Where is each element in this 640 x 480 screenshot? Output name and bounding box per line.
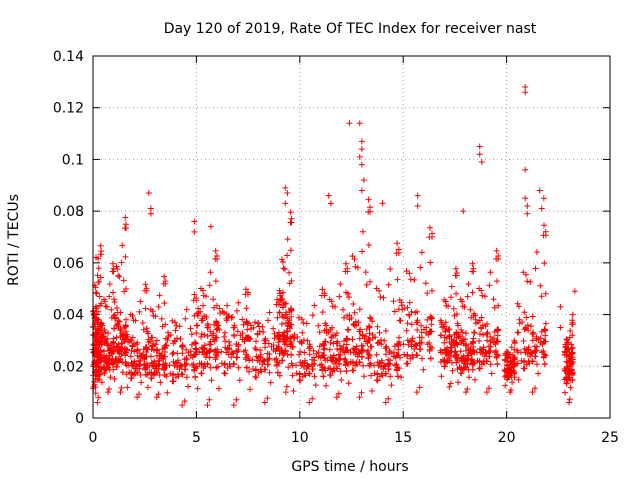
outlier-point [476, 151, 483, 158]
outlier-point [360, 177, 367, 184]
outlier-point [207, 223, 214, 230]
outlier-point [358, 138, 365, 145]
x-tick-label: 0 [89, 430, 98, 446]
x-tick-label: 10 [291, 430, 309, 446]
y-axis-label: ROTI / TECUs [6, 194, 22, 286]
y-tick-label: 0.12 [53, 101, 84, 117]
outlier-point [524, 202, 531, 209]
outlier-point [282, 184, 289, 191]
outlier-point [282, 200, 289, 207]
outlier-point [460, 208, 467, 215]
outlier-point [191, 228, 198, 235]
outlier-point [284, 190, 291, 197]
outlier-point [414, 192, 421, 199]
plot-frame [92, 55, 611, 419]
outlier-point [414, 202, 421, 209]
outlier-point [536, 187, 543, 194]
dense-point-cloud [90, 196, 576, 409]
outlier-point [358, 187, 365, 194]
outlier-point [557, 303, 564, 310]
x-axis-label: GPS time / hours [291, 459, 408, 475]
y-tick-label: 0.08 [53, 204, 84, 220]
x-tick-label: 20 [498, 430, 516, 446]
outlier-point [540, 195, 547, 202]
outlier-point [191, 218, 198, 225]
x-tick-label: 25 [601, 430, 619, 446]
x-tick-label: 15 [394, 430, 412, 446]
outlier-point [569, 311, 576, 318]
y-tick-label: 0.06 [53, 256, 84, 272]
outlier-point [379, 200, 386, 207]
y-tick-label: 0.1 [62, 152, 84, 168]
outlier-point [356, 153, 363, 160]
outlier-point [346, 120, 353, 127]
x-tick-label: 5 [192, 430, 201, 446]
outlier-point [358, 161, 365, 168]
outlier-point [522, 89, 529, 96]
outlier-point [522, 195, 529, 202]
outlier-point [571, 288, 578, 295]
outlier-point [358, 146, 365, 153]
outlier-point [147, 210, 154, 217]
outlier-point [522, 84, 529, 91]
outlier-point [327, 200, 334, 207]
outlier-point [476, 143, 483, 150]
y-tick-label: 0.04 [53, 308, 84, 324]
outlier-point [356, 120, 363, 127]
grid-lines [93, 56, 610, 418]
outlier-point [147, 205, 154, 212]
axis-ticks: 0 0.02 0.04 0.06 0.08 0.1 0.12 0.14 0 5 10 15 20 25 [53, 49, 619, 446]
outlier-point [557, 324, 564, 331]
data-points [90, 84, 578, 409]
y-tick-label: 0 [75, 411, 84, 427]
outlier-point [145, 190, 152, 197]
y-tick-label: 0.14 [53, 49, 84, 65]
outlier-point [478, 159, 485, 166]
outlier-point [524, 210, 531, 217]
y-tick-label: 0.02 [53, 359, 84, 375]
outlier-point [522, 166, 529, 173]
outlier-point [538, 205, 545, 212]
chart-title: Day 120 of 2019, Rate Of TEC Index for r… [164, 21, 537, 37]
outlier-point [325, 192, 332, 199]
